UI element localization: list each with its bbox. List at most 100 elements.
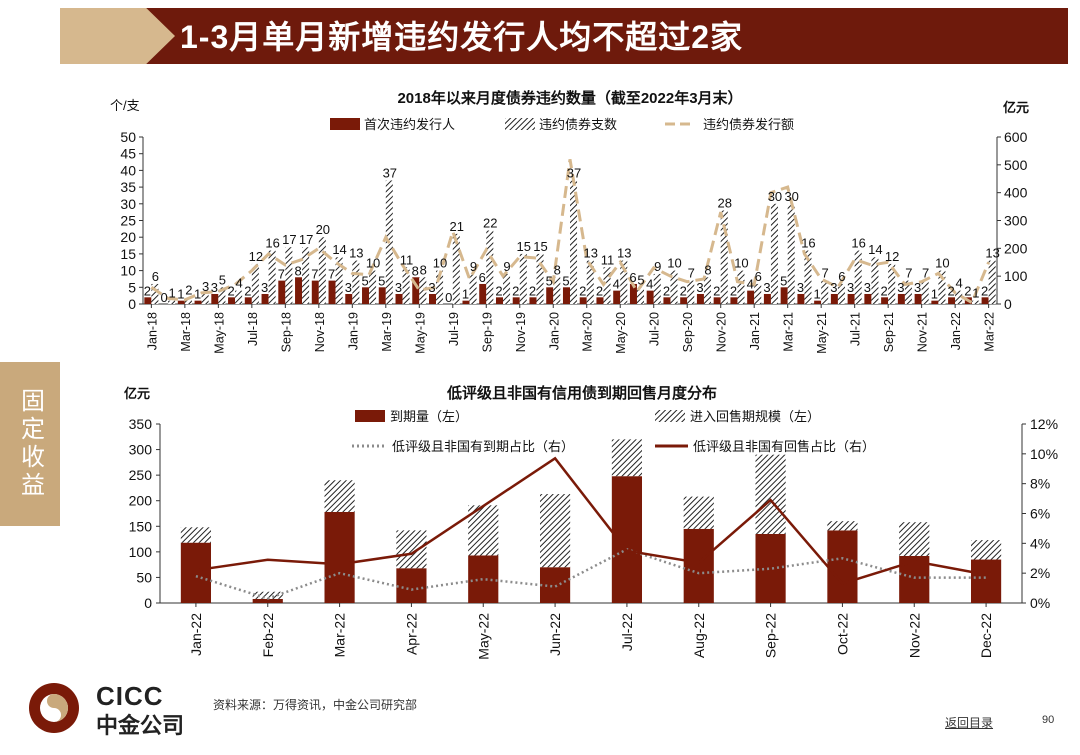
chart1-bond-bar [402, 267, 410, 304]
chart1-bond-bar [787, 203, 795, 304]
chart2-putback-bar [970, 540, 1002, 560]
chart2-x-tick-label: Feb-22 [260, 613, 276, 658]
chart1-bond-data-label: 8 [554, 262, 561, 277]
chart1-right-tick-label: 400 [1004, 185, 1028, 201]
chart1-bond-data-label: 4 [956, 276, 963, 291]
chart1-issuer-bar [278, 280, 286, 304]
chart1-issuer-data-label: 3 [696, 280, 703, 295]
chart1-issuer-data-label: 2 [713, 283, 720, 298]
chart1-bond-bar [837, 283, 845, 304]
chart1-issuer-data-label: 5 [546, 273, 553, 288]
chart1-issuer-data-label: 2 [579, 283, 586, 298]
chart2-legend-swatch-maturity [355, 410, 385, 422]
chart1-x-tick-label: Jul-18 [246, 312, 260, 346]
chart1-bond-data-label: 13 [617, 246, 631, 261]
chart1-bond-bar [670, 270, 678, 304]
back-to-contents-link[interactable]: 返回目录 [945, 716, 994, 730]
chart1-issuer-data-label: 2 [881, 283, 888, 298]
chart1-left-tick-label: 10 [120, 263, 136, 279]
chart2-left-tick-label: 200 [129, 493, 153, 509]
chart1-issuer-bar [646, 290, 654, 304]
chart1-issuer-bar [730, 297, 738, 304]
chart1-bond-bar [452, 233, 460, 304]
chart1-bond-data-label: 14 [332, 242, 346, 257]
chart2-maturity-bar [611, 476, 643, 603]
chart1-issuer-data-label: 5 [780, 273, 787, 288]
chart1-bond-bar [955, 290, 963, 304]
chart1-x-tick-label: Mar-18 [179, 312, 193, 352]
chart1-bond-bar [335, 257, 343, 304]
chart1-bond-bar [436, 270, 444, 304]
chart1-bond-bar [854, 250, 862, 304]
chart1-issuer-bar [948, 297, 956, 304]
chart1-legend-issuers: 首次违约发行人 [364, 117, 455, 132]
chart2-maturity-bar [970, 559, 1002, 603]
chart1-left-tick-label: 5 [128, 279, 136, 295]
chart2-right-tick-label: 0% [1030, 595, 1050, 611]
chart1-issuer-bar [897, 293, 905, 304]
chart2-legend-putback: 进入回售期规模（左） [690, 409, 820, 424]
chart1-issuer-bar [244, 297, 252, 304]
cicc-logo-icon [29, 683, 79, 733]
chart1-x-tick-label: Nov-19 [514, 312, 528, 352]
chart1-issuer-data-label: 7 [278, 267, 285, 282]
chart1-bond-data-label: 3 [202, 279, 209, 294]
chart1-left-tick-label: 25 [120, 213, 136, 229]
chart2-left-tick-label: 0 [144, 595, 152, 611]
chart1-bond-bar [804, 250, 812, 304]
chart1-issuer-data-label: 2 [144, 283, 151, 298]
chart1-x-tick-label: May-19 [413, 312, 427, 354]
chart1-bond-bar [737, 270, 745, 304]
chart1-bond-bar [302, 247, 310, 304]
chart1-bond-bar [904, 280, 912, 304]
chart2-maturity-bar [539, 567, 571, 603]
chart1-bond-data-label: 17 [299, 232, 313, 247]
chart1-issuer-data-label: 0 [161, 290, 168, 305]
chart1-bond-bar [603, 267, 611, 304]
page-number: 90 [1042, 714, 1055, 726]
chart2-putback-bar [180, 527, 212, 543]
chart1-issuer-bar [763, 293, 771, 304]
chart1-issuer-bar [311, 280, 319, 304]
chart1-issuer-bar [412, 277, 420, 304]
chart1-right-tick-label: 100 [1004, 268, 1028, 284]
chart1-bond-bar [921, 280, 929, 304]
chart1-bond-bar [888, 263, 896, 304]
chart1-issuer-bar [931, 300, 939, 304]
chart1-issuer-bar [680, 297, 688, 304]
chart1-bond-data-label: 10 [433, 256, 447, 271]
chart2-right-tick-label: 12% [1030, 416, 1058, 432]
chart1-issuer-data-label: 2 [529, 283, 536, 298]
chart2-x-tick-label: Jan-22 [188, 613, 204, 656]
chart1-bond-data-label: 17 [282, 232, 296, 247]
chart1-issuer-bar [462, 300, 470, 304]
chart1-issuer-bar [546, 287, 554, 304]
chart1-bond-data-label: 1 [972, 286, 979, 301]
chart1-issuer-data-label: 3 [864, 280, 871, 295]
chart1-issuer-data-label: 3 [763, 280, 770, 295]
side-section-tab[interactable]: 固定收益 [0, 362, 60, 526]
chart1-issuer-bar [295, 277, 303, 304]
chart1-x-tick-label: Jan-20 [547, 312, 561, 350]
chart1-bond-bar [369, 270, 377, 304]
chart1-x-tick-label: Nov-20 [715, 312, 729, 352]
chart1-bond-data-label: 9 [503, 259, 510, 274]
chart1-issuer-bar [780, 287, 788, 304]
chart1-issuer-data-label: 1 [814, 287, 821, 302]
chart1-bond-data-label: 10 [667, 256, 681, 271]
chart1-issuer-bar [328, 280, 336, 304]
chart1-legend-swatch-bonds [505, 118, 535, 130]
chart1-bond-data-label: 6 [152, 269, 159, 284]
chart1-issuer-data-label: 4 [747, 277, 754, 292]
chart2-maturity-bar [252, 598, 283, 603]
chart1-x-tick-label: Jul-21 [849, 312, 863, 346]
chart1-issuer-data-label: 5 [562, 273, 569, 288]
chart2-putback-bar [539, 494, 571, 568]
chart1-issuer-bar [395, 293, 403, 304]
chart2-putback-share-line [195, 456, 987, 586]
chart2-left-tick-label: 300 [129, 442, 153, 458]
chart1-x-tick-label: Jan-18 [145, 312, 159, 350]
chart1-left-tick-label: 30 [120, 196, 136, 212]
chart1-bond-data-label: 7 [905, 266, 912, 281]
